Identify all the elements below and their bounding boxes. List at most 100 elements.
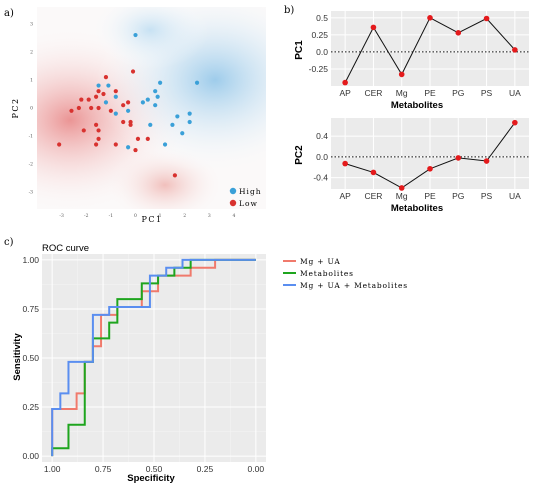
pc1-y-tick-label: -0.25: [309, 64, 329, 74]
pc2-point: [483, 158, 490, 164]
pc1-x-tick-label: UA: [509, 88, 521, 98]
pca-point-high: [96, 83, 101, 88]
pca-point-high: [126, 145, 131, 150]
roc-legend-metabolites-label: Metabolites: [300, 269, 354, 278]
pc1-point: [370, 24, 377, 31]
pc1-x-tick-label: PS: [481, 88, 493, 98]
pca-y-tick-label: -3: [29, 190, 34, 196]
roc-legend-combined-label: Mg + UA + Metabolites: [300, 281, 408, 290]
pc1-x-tick-label: Mg: [396, 88, 408, 98]
pc2-x-tick-label: Mg: [396, 191, 408, 201]
pca-point-low: [113, 89, 118, 94]
pc1-point: [483, 15, 490, 22]
pca-point-low: [133, 147, 138, 153]
pc1-y-tick-label: 0.5: [316, 13, 328, 23]
pca-point-high: [106, 83, 111, 88]
roc-chart: 1.00 0.75 0.50 0.25 0.00 0.00 0.25 0.50 0.75 1.00: [22, 254, 266, 474]
pca-x-tick-label: -3: [59, 213, 64, 219]
roc-curve-metabolites: [51, 258, 256, 457]
pca-point-low: [121, 119, 126, 125]
roc-x-tick-label: 0.50: [146, 464, 163, 474]
roc-y-tick-label: 0.75: [22, 304, 39, 314]
pca-x-tick-label: 2: [183, 213, 186, 219]
pc1-x-tick-label: PG: [452, 88, 464, 98]
roc-y-tick-label: 0.00: [22, 451, 39, 461]
pc2-x-tick-label: PE: [424, 191, 436, 201]
pca-point-high: [133, 32, 138, 38]
pca-x-axis-label: PC1: [141, 215, 162, 224]
pca-point-low: [130, 69, 136, 74]
pca-x-tick-label: 0: [134, 213, 137, 219]
pca-point-low: [57, 142, 62, 147]
pca-point-low: [96, 89, 101, 94]
pca-point-low: [172, 173, 177, 178]
pc2-point: [370, 169, 377, 176]
pca-y-tick-label: 0: [30, 106, 33, 112]
pca-y-tick-label: 1: [30, 77, 33, 83]
pca-point-high: [126, 108, 131, 113]
pca-point-low: [93, 142, 99, 147]
pc2-y-tick-label: 0.4: [316, 131, 328, 141]
pc2-point: [455, 155, 462, 161]
pc2-y-tick-label: -0.4: [313, 173, 328, 183]
pca-point-high: [187, 111, 192, 116]
pc1-point: [455, 30, 462, 36]
pc2-loading-chart: 0.4 0.0 -0.4 AP CER Mg PE PG PS UA: [313, 118, 529, 201]
pca-point-low: [86, 97, 91, 102]
pc2-point: [398, 185, 405, 191]
pc1-point: [512, 47, 518, 53]
pca-point-low: [121, 103, 126, 108]
roc-x-tick-label: 0.75: [95, 464, 112, 474]
pca-y-axis-label: PC2: [11, 97, 20, 118]
pca-point-high: [175, 114, 180, 119]
pc1-x-tick-label: AP: [339, 88, 351, 98]
pc2-point: [427, 165, 433, 172]
pca-point-high: [180, 131, 185, 136]
pc1-x-tick-label: CER: [364, 88, 382, 98]
pca-point-high: [153, 89, 158, 94]
pca-point-high: [148, 122, 153, 127]
pca-legend-high-label: High: [239, 187, 262, 196]
pc2-y-tick-label: 0.0: [316, 152, 328, 162]
pca-point-high: [140, 100, 145, 105]
pca-x-tick-label: 4: [233, 213, 236, 219]
pca-point-high: [145, 97, 150, 102]
roc-y-tick-label: 0.25: [22, 402, 39, 412]
pca-point-high: [103, 100, 109, 105]
loadings-panel: 0.5 0.25 0.0 -0.25 AP CER Mg PE PG PS UA 0.4 0.0 -0.…: [294, 11, 529, 214]
pca-x-tick-label: -2: [84, 213, 89, 219]
pca-point-high: [113, 111, 118, 116]
pca-point-high: [187, 119, 192, 125]
pca-point-low: [135, 136, 141, 141]
pca-point-high: [113, 94, 118, 99]
roc-x-axis-label: Specificity: [127, 473, 175, 484]
pca-ticks: -3 -2 -1 0 1 2 3 4 3 2 1 0 -1 -2 -3: [29, 21, 236, 219]
pc2-x-tick-label: AP: [339, 191, 351, 201]
pca-point-low: [126, 100, 131, 105]
pca-y-tick-label: -1: [29, 134, 34, 140]
pc2-x-axis-label: Metabolites: [391, 203, 443, 214]
pc2-point: [512, 119, 518, 126]
pca-point-high: [158, 80, 163, 85]
pca-point-high: [153, 103, 158, 108]
pca-point-high: [194, 80, 200, 85]
roc-curve-combined: [51, 258, 256, 457]
pc1-point: [342, 79, 348, 86]
pc1-y-tick-label: 0.25: [311, 30, 328, 40]
pc2-x-tick-label: UA: [509, 191, 521, 201]
pca-point-low: [93, 122, 99, 127]
roc-y-axis-label: Sensitivity: [12, 333, 23, 381]
pca-x-tick-label: 1: [159, 213, 162, 219]
pca-point-low: [93, 94, 99, 99]
pc1-y-axis-label: PC1: [294, 40, 305, 60]
pc2-x-tick-label: PS: [481, 191, 493, 201]
pca-point-low: [113, 142, 118, 147]
pca-y-tick-label: 3: [30, 21, 33, 27]
pca-point-low: [81, 128, 86, 133]
pca-x-tick-label: 3: [208, 213, 211, 219]
pc2-point: [342, 160, 348, 167]
pc1-x-tick-label: PE: [424, 88, 436, 98]
pca-point-low: [103, 75, 109, 80]
pca-legend-low-marker: [229, 199, 237, 207]
